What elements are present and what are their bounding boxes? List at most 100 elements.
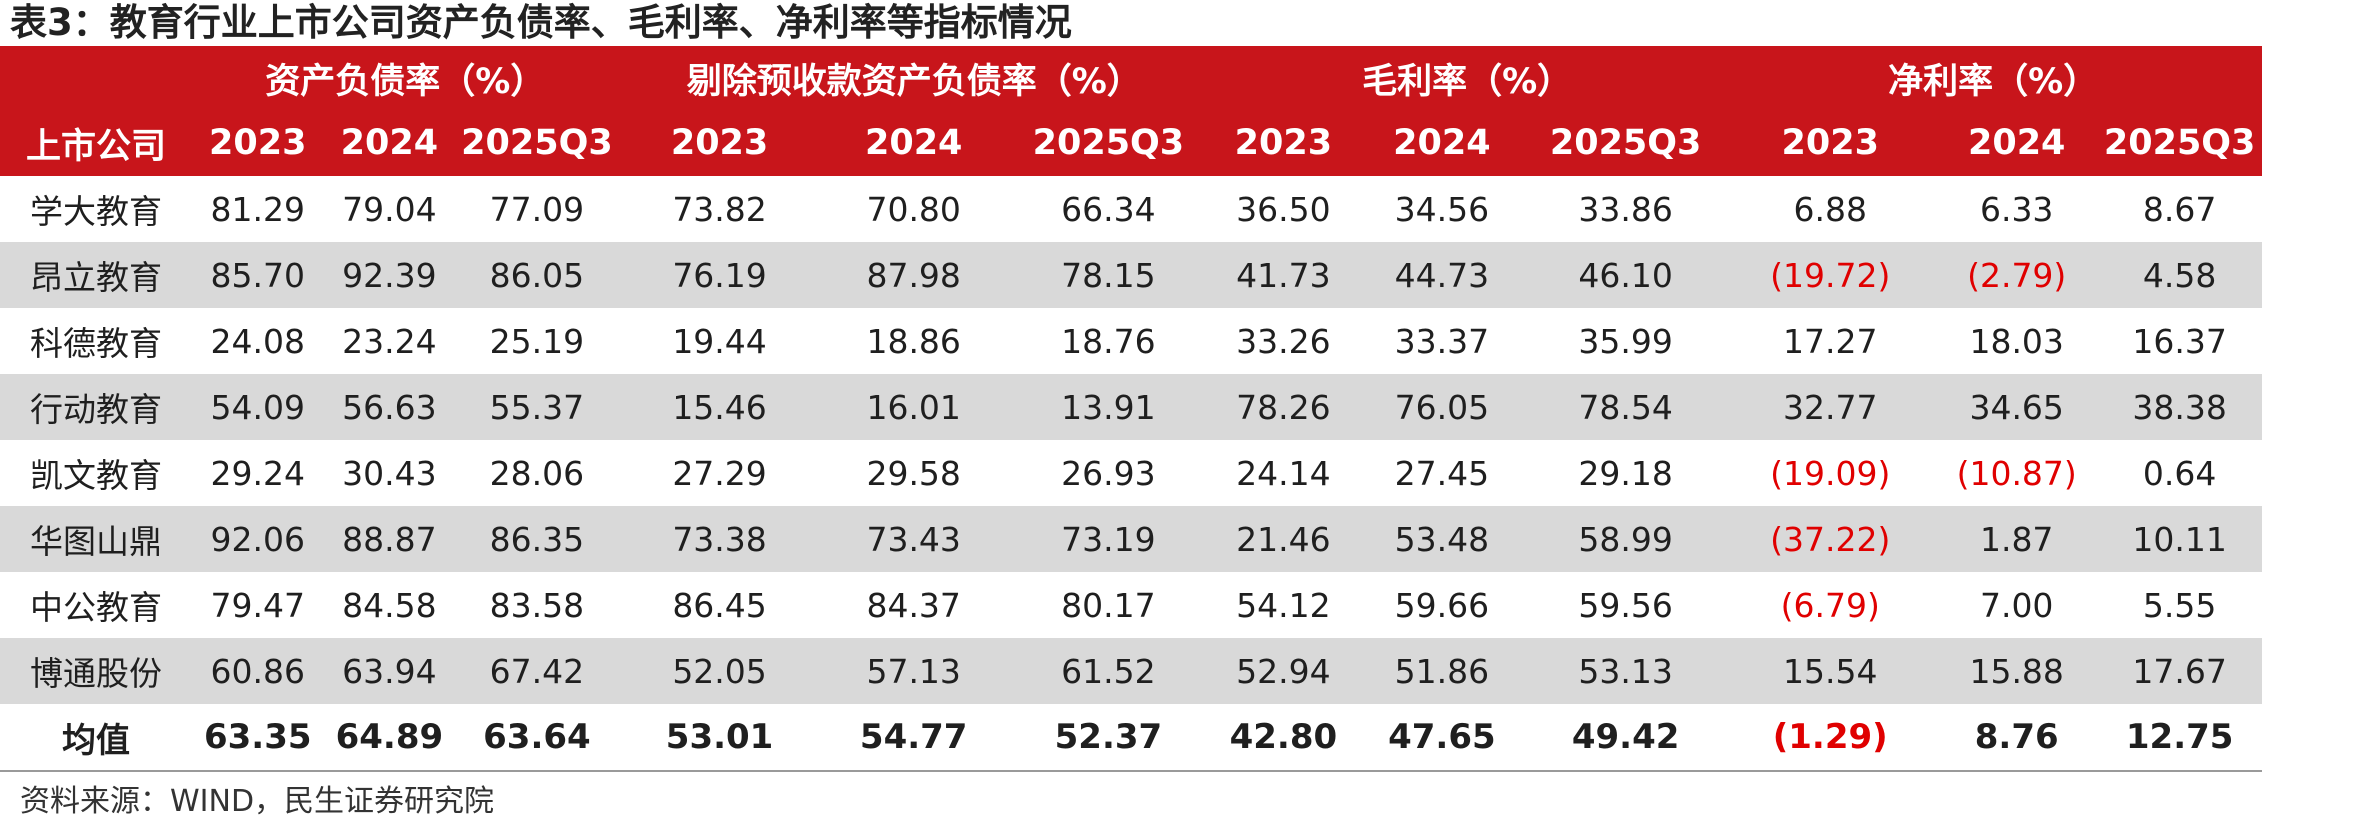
value-cell: (1.29): [1772, 717, 1888, 757]
value-cell: 13.91: [1006, 374, 1210, 440]
value-cell: 35.99: [1578, 321, 1673, 361]
value-cell: 25.19: [489, 321, 585, 361]
value-cell: 70.80: [866, 189, 961, 229]
value-cell: 21.46: [1209, 506, 1357, 572]
value-cell: 64.89: [335, 717, 444, 757]
value-cell: 54.09: [191, 374, 324, 440]
value-cell: 12.75: [2125, 717, 2234, 757]
header-year-row: 上市公司 2023 2024 2025Q3 2023 2024 2025Q3 2…: [0, 110, 2262, 176]
value-cell: 85.70: [191, 242, 324, 308]
value-cell: 79.04: [342, 189, 437, 229]
year-header: 2023: [1209, 110, 1357, 176]
value-cell: 28.06: [489, 453, 585, 493]
value-cell: 18.86: [866, 321, 961, 361]
value-cell: 32.77: [1724, 374, 1937, 440]
value-cell: 59.66: [1394, 585, 1490, 625]
header-group-row: 资产负债率（%） 剔除预收款资产负债率（%） 毛利率（%） 净利率（%）: [0, 46, 2262, 110]
value-cell: 16.37: [2132, 321, 2227, 361]
value-cell: 88.87: [323, 506, 456, 572]
value-cell: 77.09: [489, 189, 585, 229]
value-cell: 63.64: [483, 717, 591, 757]
value-cell: 23.24: [342, 321, 437, 361]
year-header: 2023: [1724, 110, 1937, 176]
value-cell: 33.37: [1394, 321, 1490, 361]
value-cell: 29.18: [1578, 453, 1673, 493]
value-cell: 56.63: [323, 374, 456, 440]
value-cell: (10.87): [1956, 453, 2077, 493]
value-cell: 52.05: [618, 638, 821, 704]
value-cell: 15.54: [1724, 638, 1937, 704]
value-cell: 92.39: [323, 242, 456, 308]
group-header-net-margin: 净利率（%）: [1724, 46, 2262, 110]
company-cell: 学大教育: [29, 192, 162, 231]
value-cell: (6.79): [1780, 585, 1880, 625]
value-cell: (37.22): [1724, 506, 1937, 572]
table-row: 中公教育 79.47 84.58 83.58 86.45 84.37 80.17 54.12 5…: [0, 572, 2262, 638]
year-header: 2025Q3: [2097, 110, 2262, 176]
value-cell: 15.88: [1936, 638, 2098, 704]
value-cell: (2.79): [1936, 242, 2098, 308]
value-cell: 47.65: [1388, 717, 1496, 757]
value-cell: 87.98: [820, 242, 1007, 308]
year-header: 2025Q3: [1006, 110, 1210, 176]
table-row: 昂立教育 85.70 92.39 86.05 76.19 87.98 78.15 41.73 4…: [0, 242, 2262, 308]
value-cell: 73.82: [672, 189, 767, 229]
value-cell: 58.99: [1526, 506, 1725, 572]
value-cell: 53.48: [1356, 506, 1527, 572]
value-cell: 8.67: [2142, 189, 2217, 229]
table-body: 学大教育 81.29 79.04 77.09 73.82 70.80 66.34 36.50 3…: [0, 176, 2262, 771]
value-cell: 78.15: [1006, 242, 1210, 308]
table-row: 行动教育 54.09 56.63 55.37 15.46 16.01 13.91 78.26 7…: [0, 374, 2262, 440]
company-cell: 华图山鼎: [0, 506, 192, 572]
company-cell: 昂立教育: [0, 242, 192, 308]
value-cell: 73.43: [820, 506, 1007, 572]
financial-indicators-table: 资产负债率（%） 剔除预收款资产负债率（%） 毛利率（%） 净利率（%） 上市公…: [0, 46, 2262, 772]
value-cell: 24.14: [1236, 453, 1331, 493]
value-cell: 78.54: [1526, 374, 1725, 440]
value-cell: 86.05: [455, 242, 619, 308]
value-cell: 6.88: [1793, 189, 1867, 229]
value-cell: 60.86: [191, 638, 324, 704]
company-cell: 科德教育: [29, 324, 162, 363]
value-cell: 33.86: [1578, 189, 1673, 229]
value-cell: 30.43: [342, 453, 437, 493]
value-cell: 53.01: [665, 717, 774, 757]
table-row: 凯文教育 29.24 30.43 28.06 27.29 29.58 26.93 24.14 2…: [0, 440, 2262, 506]
value-cell: 24.08: [210, 321, 305, 361]
value-cell: 0.64: [2142, 453, 2217, 493]
year-header: 2024: [323, 110, 456, 176]
value-cell: 78.26: [1209, 374, 1357, 440]
value-cell: 63.35: [203, 717, 312, 757]
value-cell: 84.58: [342, 585, 437, 625]
value-cell: 29.24: [210, 453, 305, 493]
table-row: 学大教育 81.29 79.04 77.09 73.82 70.80 66.34 36.50 3…: [0, 176, 2262, 242]
value-cell: 18.03: [1969, 321, 2064, 361]
value-cell: 34.56: [1394, 189, 1490, 229]
value-cell: 63.94: [323, 638, 456, 704]
value-cell: 5.55: [2142, 585, 2217, 625]
value-cell: 84.37: [866, 585, 961, 625]
value-cell: 16.01: [820, 374, 1007, 440]
year-header: 2024: [1936, 110, 2098, 176]
value-cell: 1.87: [1936, 506, 2098, 572]
company-cell: 博通股份: [0, 638, 192, 704]
value-cell: 66.34: [1061, 189, 1156, 229]
value-cell: 49.42: [1571, 717, 1680, 757]
value-cell: 55.37: [455, 374, 619, 440]
value-cell: 8.76: [1974, 717, 2059, 757]
value-cell: (19.72): [1724, 242, 1937, 308]
average-row: 均值 63.35 64.89 63.64 53.01 54.77 52.37 42.80 47.…: [0, 704, 2262, 771]
value-cell: 51.86: [1356, 638, 1527, 704]
value-cell: 10.11: [2097, 506, 2262, 572]
company-cell: 中公教育: [29, 588, 162, 627]
value-cell: 4.58: [2097, 242, 2262, 308]
year-header: 2023: [191, 110, 324, 176]
value-cell: 73.19: [1006, 506, 1210, 572]
value-cell: 42.80: [1229, 717, 1338, 757]
value-cell: 57.13: [820, 638, 1007, 704]
group-header-debt-ratio: 资产负债率（%）: [191, 46, 619, 110]
table-row: 华图山鼎 92.06 88.87 86.35 73.38 73.43 73.19 21.46 5…: [0, 506, 2262, 572]
source-note: 资料来源：WIND，民生证券研究院: [20, 784, 495, 819]
value-cell: 52.94: [1209, 638, 1357, 704]
value-cell: 53.13: [1526, 638, 1725, 704]
